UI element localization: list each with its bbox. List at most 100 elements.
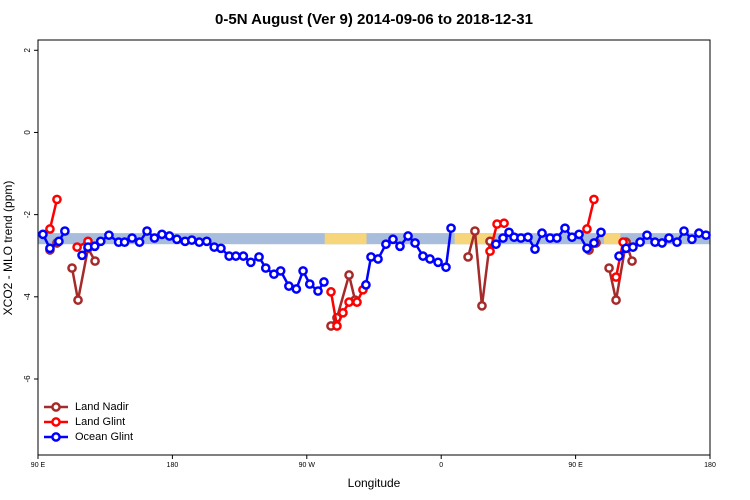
data-point — [73, 295, 83, 305]
data-point — [679, 226, 689, 236]
data-point — [77, 250, 87, 261]
legend-label: Ocean Glint — [75, 431, 133, 443]
data-point — [238, 251, 249, 261]
data-point — [425, 254, 435, 264]
data-point — [344, 297, 354, 307]
y-tick-label: -6 — [23, 375, 32, 383]
data-point — [90, 256, 100, 266]
data-point — [52, 194, 62, 205]
data-point — [582, 224, 592, 234]
data-point — [275, 266, 286, 276]
data-point — [164, 231, 175, 241]
data-point — [614, 251, 624, 261]
data-point — [657, 238, 667, 248]
data-point — [477, 300, 487, 311]
data-point — [194, 237, 205, 248]
data-point — [628, 242, 638, 252]
data-point — [319, 277, 329, 287]
data-point — [142, 226, 152, 236]
data-point — [485, 246, 495, 257]
legend-label: Land Nadir — [75, 401, 129, 413]
data-point — [231, 251, 241, 261]
data-point — [410, 238, 420, 248]
data-point — [186, 235, 197, 245]
data-point — [95, 236, 106, 247]
data-point — [119, 237, 130, 248]
data-point — [530, 244, 540, 254]
data-point — [245, 257, 256, 268]
data-point — [635, 237, 645, 248]
land-band — [324, 233, 367, 245]
data-point — [149, 233, 160, 243]
data-point — [172, 234, 182, 245]
data-point — [470, 226, 480, 236]
y-tick-label: 2 — [23, 47, 32, 52]
data-point — [403, 231, 413, 241]
data-point — [38, 229, 48, 240]
data-point — [304, 279, 315, 289]
x-tick-label: 180 — [704, 462, 716, 469]
data-point — [552, 233, 562, 243]
legend-marker — [51, 402, 61, 412]
data-point — [611, 272, 621, 282]
data-point — [45, 243, 55, 254]
data-point — [313, 286, 323, 296]
data-point — [664, 233, 674, 243]
ocean-band — [38, 233, 710, 245]
data-point — [499, 218, 509, 229]
data-point — [574, 229, 584, 240]
data-point — [260, 263, 271, 273]
x-tick-label: 90 E — [568, 462, 583, 469]
land-band — [603, 233, 621, 245]
y-axis-label: XCO2 - MLO trend (ppm) — [1, 181, 15, 316]
data-point — [463, 252, 473, 262]
data-point — [627, 256, 637, 266]
data-point — [604, 263, 614, 273]
data-point — [45, 224, 55, 234]
data-point — [537, 228, 547, 238]
y-tick-label: -4 — [23, 293, 32, 301]
y-tick-label: -2 — [23, 211, 32, 219]
data-point — [361, 280, 371, 290]
data-point — [589, 238, 599, 248]
x-tick-label: 90 E — [31, 462, 46, 469]
data-point — [60, 226, 70, 236]
data-point — [446, 223, 456, 234]
data-point — [381, 239, 391, 250]
data-point — [491, 239, 501, 250]
legend-marker — [51, 432, 61, 442]
x-tick-label: 180 — [167, 462, 179, 469]
legend-label: Land Glint — [75, 416, 125, 428]
legend-marker — [51, 417, 61, 427]
data-point — [157, 229, 167, 240]
data-point — [338, 307, 348, 318]
data-point — [589, 194, 599, 205]
data-point — [388, 234, 398, 245]
y-tick-label: 0 — [23, 130, 32, 135]
data-point — [104, 230, 114, 241]
data-point — [134, 237, 145, 248]
data-point — [127, 233, 137, 243]
data-point — [701, 230, 711, 241]
data-point — [687, 234, 697, 245]
data-point — [395, 241, 405, 252]
data-point — [254, 252, 264, 262]
data-point — [352, 297, 362, 307]
data-point — [611, 295, 621, 305]
data-point — [596, 227, 606, 238]
data-point — [332, 321, 342, 331]
data-point — [433, 257, 443, 268]
data-point — [201, 236, 212, 247]
data-point — [582, 243, 592, 254]
data-point — [291, 284, 302, 294]
data-point — [89, 241, 100, 252]
data-point — [54, 236, 64, 247]
data-point — [523, 232, 533, 243]
data-point — [672, 237, 682, 248]
data-point — [298, 266, 308, 276]
data-point — [560, 223, 570, 234]
data-point — [216, 243, 226, 254]
series-line — [48, 199, 625, 331]
x-tick-label: 90 W — [299, 462, 316, 469]
